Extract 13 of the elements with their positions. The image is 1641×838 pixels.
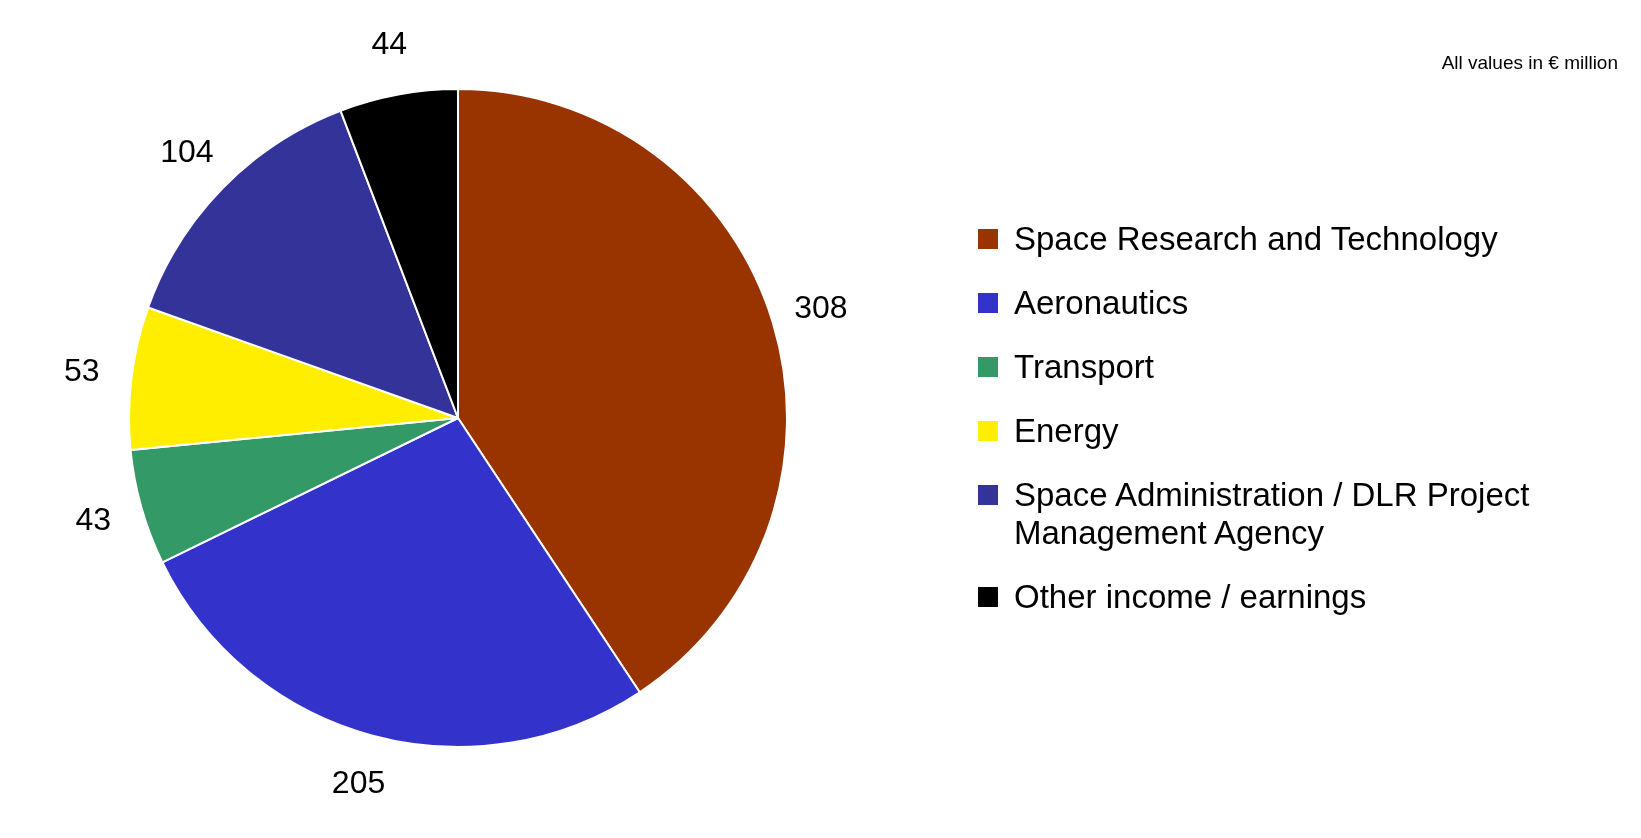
- legend-label: Other income / earnings: [1014, 578, 1368, 616]
- data-label: 43: [75, 501, 112, 538]
- data-label: 205: [331, 763, 386, 800]
- legend-label: Space Administration / DLR Project Management Agency: [1014, 476, 1531, 552]
- legend-label: Energy: [1014, 412, 1120, 450]
- text: All values in € million: [1441, 52, 1618, 74]
- legend-label: Space Research and Technology: [1014, 220, 1499, 258]
- data-label: 104: [160, 132, 214, 169]
- data-label: 308: [794, 288, 848, 325]
- legend-label: Aeronautics: [1014, 284, 1190, 322]
- data-label: 44: [371, 25, 407, 62]
- data-label: 53: [64, 351, 100, 388]
- legend-label: Transport: [1014, 348, 1155, 386]
